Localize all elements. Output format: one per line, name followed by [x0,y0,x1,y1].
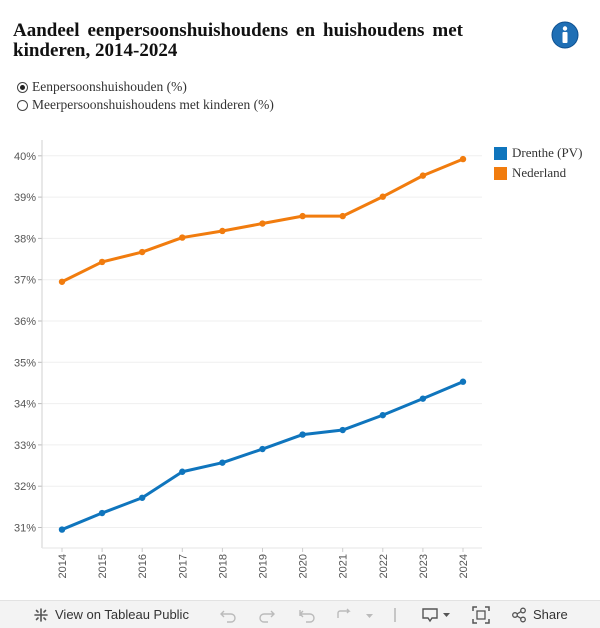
data-point [98,509,106,517]
option-eenpersoonshuishouden[interactable]: Eenpersoonshuishouden (%) [17,78,274,96]
x-tick-label: 2016 [137,554,149,578]
fullscreen-icon [472,605,490,624]
view-on-tableau-label: View on Tableau Public [55,607,189,622]
y-tick-label: 35% [14,357,36,369]
data-point [179,468,186,475]
x-tick-label: 2018 [217,554,229,578]
legend-swatch [494,146,507,160]
data-point [259,220,266,227]
y-tick-label: 40% [14,151,36,163]
refresh-button[interactable] [335,601,375,628]
legend-item-drenthe[interactable]: Drenthe (PV) [494,143,582,163]
data-point [419,395,427,402]
y-tick-label: 32% [14,481,36,493]
data-point [58,526,66,533]
data-point [179,234,186,241]
legend: Drenthe (PV) Nederland [494,143,582,183]
view-on-tableau-button[interactable]: View on Tableau Public [33,601,189,628]
data-point [299,431,306,438]
data-point [419,172,427,179]
data-point [379,193,386,200]
data-point [379,411,386,419]
tableau-logo-icon [34,607,48,622]
legend-swatch [494,166,507,180]
option-meerpersoonshuishoudens[interactable]: Meerpersoonshuishoudens met kinderen (%) [17,96,274,114]
download-icon [422,607,450,622]
data-point [299,212,306,220]
share-label: Share [533,607,568,622]
y-tick-label: 36% [14,316,36,328]
y-tick-label: 34% [14,399,36,411]
x-tick-label: 2023 [418,554,430,578]
undo-icon [220,610,236,623]
revert-icon [299,609,315,623]
radio-selected-icon[interactable] [17,81,28,93]
refresh-icon [337,608,373,618]
legend-label: Nederland [512,165,567,180]
y-tick-label: 38% [14,233,36,245]
redo-icon [259,610,275,623]
option-label: Eenpersoonshuishouden (%) [32,79,187,94]
legend-label: Drenthe (PV) [512,145,583,160]
x-tick-label: 2022 [378,554,390,578]
data-point [219,227,226,235]
fullscreen-button[interactable] [472,601,490,628]
legend-item-nederland[interactable]: Nederland [494,163,582,183]
x-tick-label: 2024 [458,554,470,578]
redo-button[interactable] [258,601,276,628]
line-chart: 31% 32% 33% 34% 35% 36% 37% 38% 39% 40% 2014 2015 20… [14,140,482,578]
download-button[interactable] [421,601,453,628]
x-tick-label: 2017 [177,554,189,578]
data-point [139,494,146,501]
data-point [259,445,266,453]
x-tick-label: 2021 [338,554,350,578]
option-label: Meerpersoonshuishoudens met kinderen (%) [32,97,274,112]
toolbar-divider [394,601,396,628]
data-point [58,278,66,285]
chart-title: Aandeel eenpersoonshuishoudens en huisho… [13,20,463,61]
data-point [98,258,106,266]
y-tick-label: 37% [14,275,36,287]
radio-unselected-icon[interactable] [17,99,28,111]
x-tick-label: 2020 [298,554,310,578]
revert-button[interactable] [297,601,317,628]
share-icon [512,607,526,622]
measure-selector: Eenpersoonshuishouden (%) Meerpersoonshu… [17,78,274,114]
data-point [459,155,467,163]
y-tick-label: 31% [14,523,36,535]
x-tick-label: 2019 [258,554,270,578]
data-point [459,378,467,385]
x-tick-label: 2014 [57,554,69,578]
y-tick-label: 39% [14,192,36,204]
undo-button[interactable] [219,601,237,628]
x-tick-label: 2015 [97,554,109,578]
y-tick-label: 33% [14,440,36,452]
share-button[interactable]: Share [511,601,568,628]
info-icon[interactable] [551,21,579,49]
data-point [339,426,346,434]
tableau-toolbar: View on Tableau Public [0,600,600,628]
data-point [339,212,346,220]
data-point [219,459,226,466]
data-point [139,248,146,256]
